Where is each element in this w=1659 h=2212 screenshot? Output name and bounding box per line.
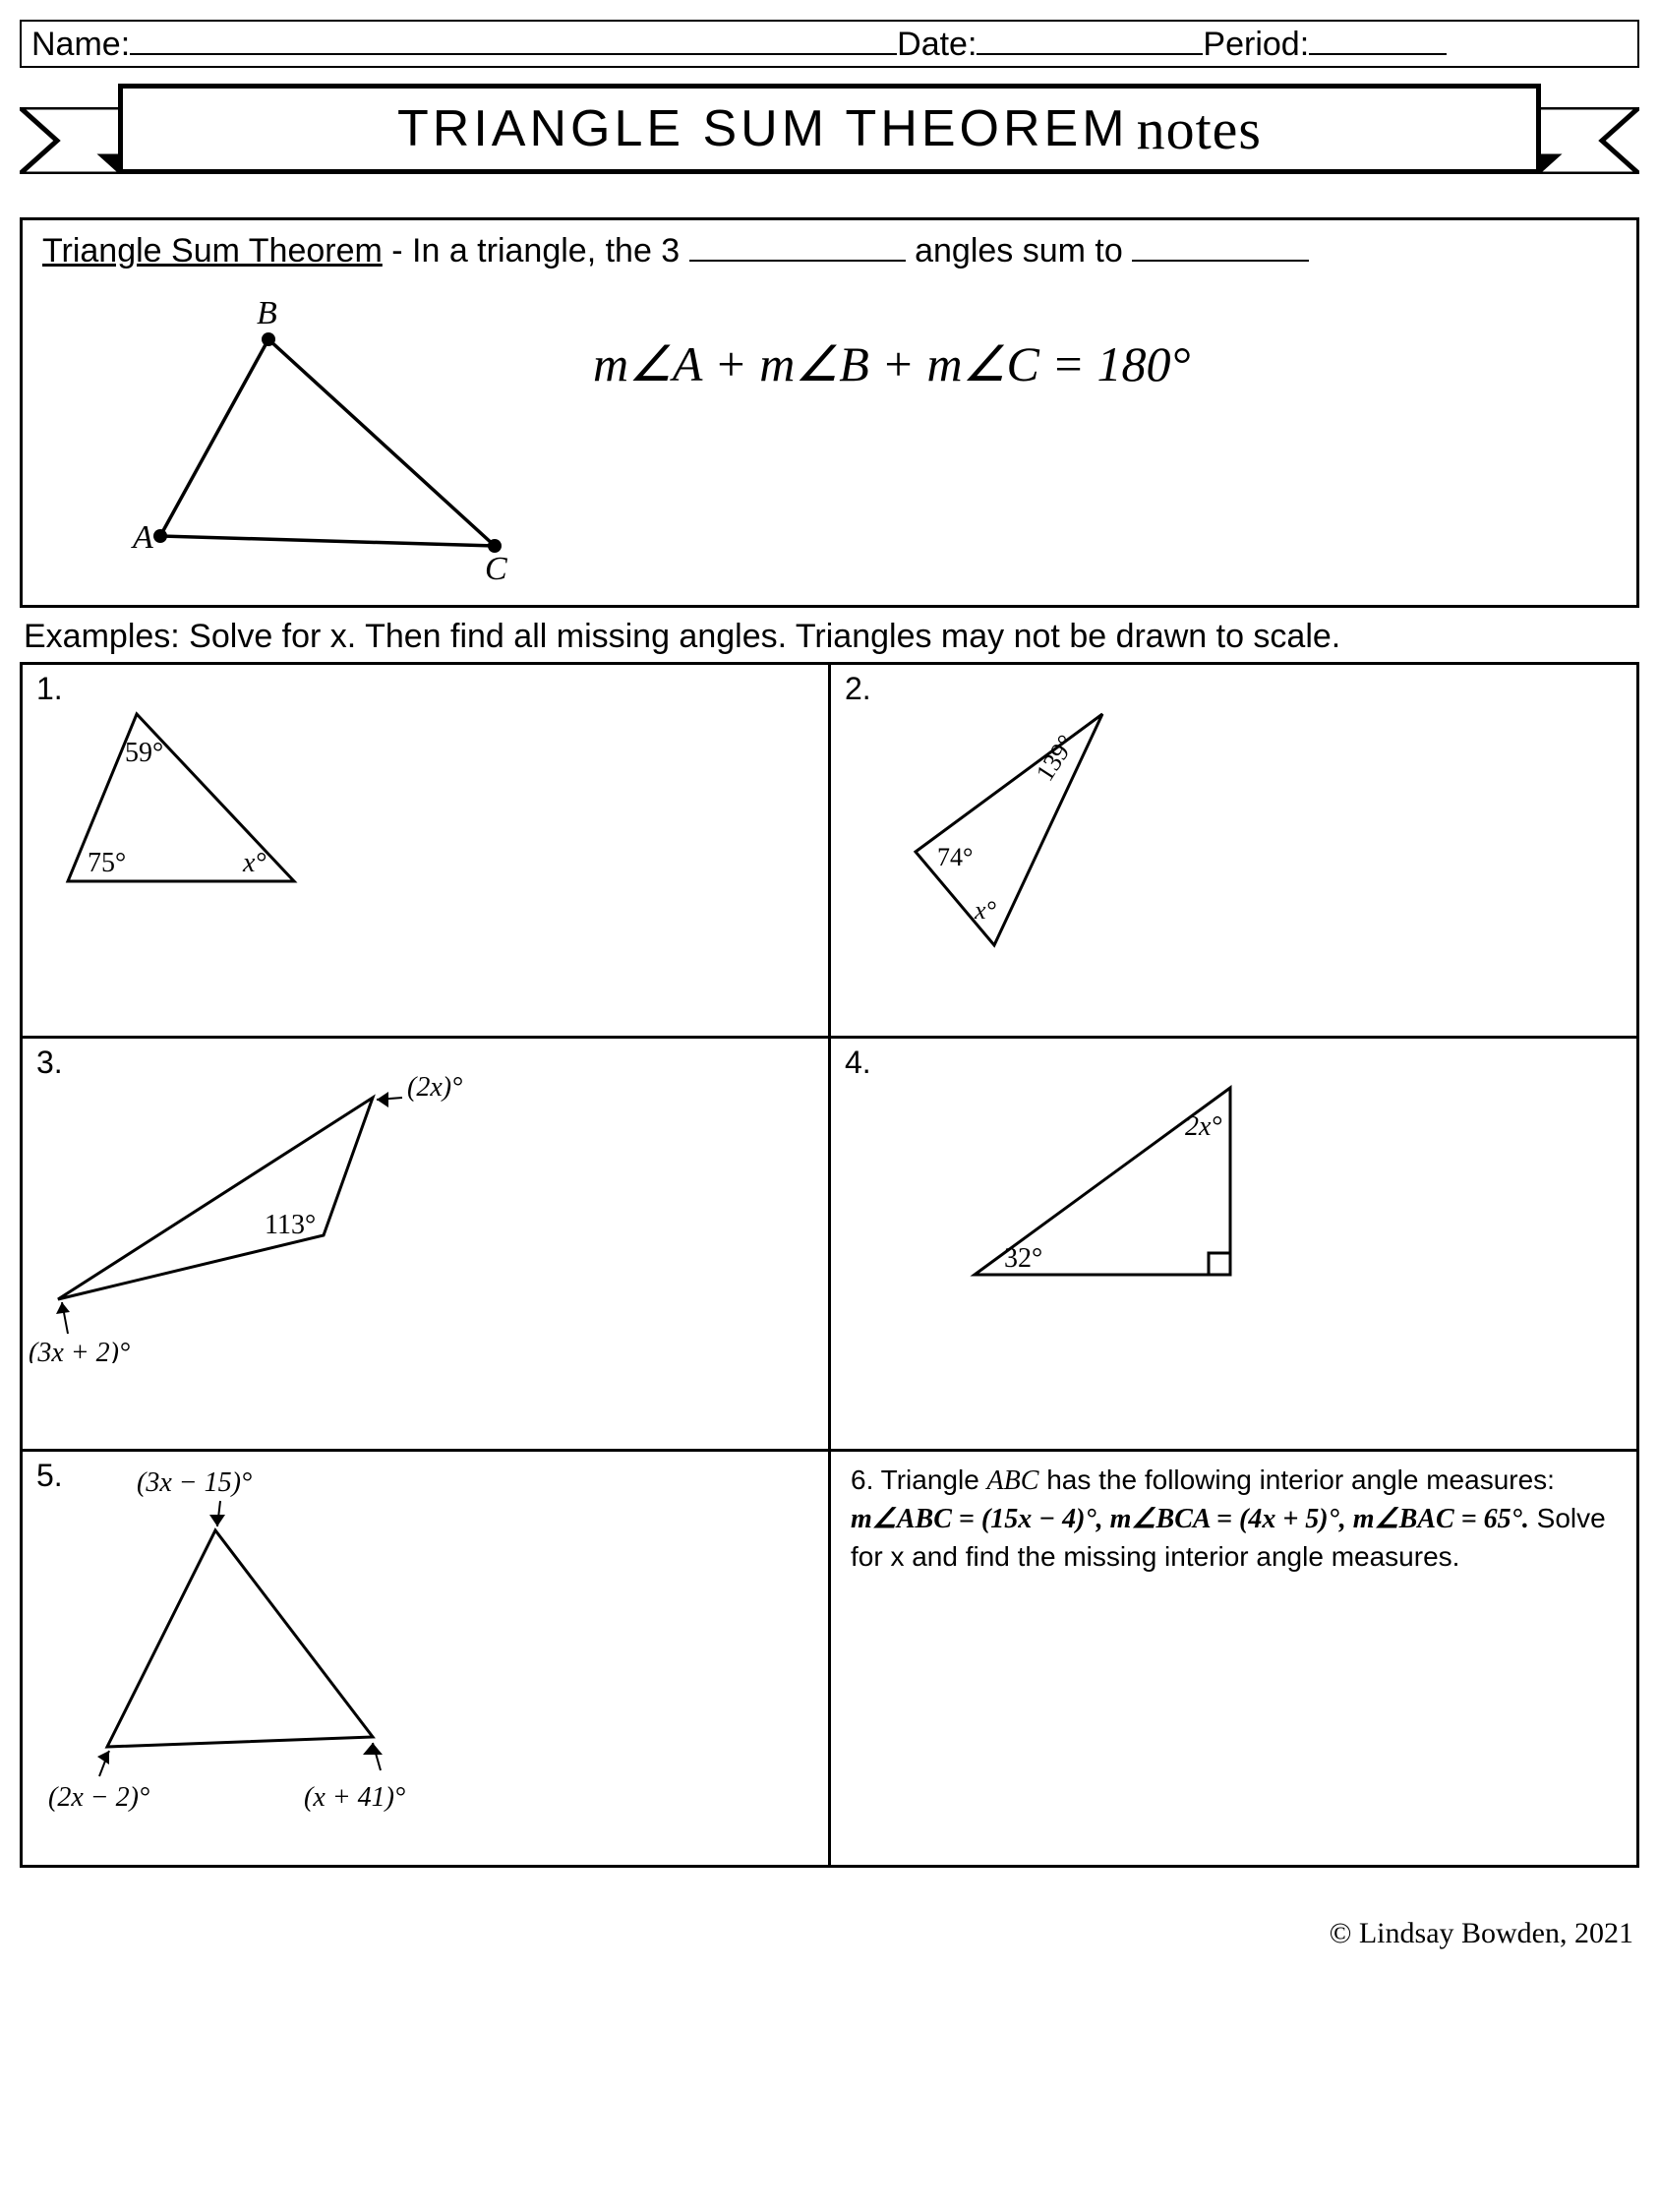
problem-6-text: 6. Triangle ABC has the following interi… <box>847 1462 1621 1575</box>
period-label: Period: <box>1203 26 1309 64</box>
vertex-b-label: B <box>257 295 277 331</box>
theorem-statement: Triangle Sum Theorem - In a triangle, th… <box>42 232 1617 270</box>
banner-title: TRIANGLE SUM THEOREM notes <box>118 84 1541 174</box>
problem-5-triangle-icon: (3x − 15)° (2x − 2)° (x + 41)° <box>48 1462 461 1816</box>
theorem-text-before: - In a triangle, the 3 <box>383 232 689 269</box>
name-blank[interactable] <box>130 30 897 55</box>
angle-label: 113° <box>265 1210 316 1240</box>
angle-label: x° <box>242 848 267 878</box>
problem-number: 4. <box>845 1045 871 1081</box>
problem-1-triangle-icon: 59° 75° x° <box>48 685 324 901</box>
problem-6: 6. Triangle ABC has the following interi… <box>831 1452 1636 1865</box>
name-label: Name: <box>31 26 130 64</box>
date-label: Date: <box>897 26 977 64</box>
date-blank[interactable] <box>977 30 1203 55</box>
theorem-text-mid: angles sum to <box>906 232 1133 269</box>
problem-number: 3. <box>36 1045 63 1081</box>
angle-label: 32° <box>1004 1243 1042 1274</box>
problem-3-triangle-icon: 113° (2x)° (3x + 2)° <box>29 1058 491 1363</box>
p6-after: has the following interior angle measure… <box>1038 1465 1555 1495</box>
angle-label: (3x − 15)° <box>137 1467 252 1498</box>
angle-label: (x + 41)° <box>304 1782 405 1813</box>
banner-title-script: notes <box>1137 96 1262 162</box>
copyright-footer: © Lindsay Bowden, 2021 <box>20 1917 1639 1950</box>
angle-label: x° <box>974 896 996 925</box>
angle-label: 74° <box>937 843 973 871</box>
banner-title-main: TRIANGLE SUM THEOREM <box>397 99 1129 158</box>
period-blank[interactable] <box>1309 30 1447 55</box>
angle-label: 75° <box>88 848 126 878</box>
theorem-triangle-icon: A B C <box>42 280 554 585</box>
vertex-a-label: A <box>131 519 153 556</box>
theorem-formula: m∠A + m∠B + m∠C = 180° <box>593 335 1617 530</box>
problem-5: 5. (3x − 15)° (2x − 2)° (x + 41)° <box>23 1452 831 1865</box>
problem-2-triangle-icon: 74° 139° x° <box>876 685 1171 980</box>
problems-grid: 1. 59° 75° x° 2. 74° 139° x° <box>20 662 1639 1868</box>
problem-4-triangle-icon: 32° 2x° <box>955 1058 1289 1314</box>
worksheet-page: Name: Date: Period: TRIANGLE SUM THEOREM… <box>20 20 1639 1950</box>
p6-lead: Triangle <box>881 1465 987 1495</box>
theorem-title: Triangle Sum Theorem <box>42 232 383 269</box>
header-fields: Name: Date: Period: <box>20 20 1639 68</box>
problem-3: 3. 113° (2x)° (3x + 2)° <box>23 1039 831 1452</box>
title-banner: TRIANGLE SUM THEOREM notes <box>20 84 1639 192</box>
p6-equation: m∠ABC = (15x − 4)°, m∠BCA = (4x + 5)°, m… <box>851 1504 1529 1534</box>
problem-number: 5. <box>36 1458 63 1494</box>
p6-num: 6. <box>851 1465 873 1495</box>
problem-2: 2. 74° 139° x° <box>831 665 1636 1039</box>
theorem-box: Triangle Sum Theorem - In a triangle, th… <box>20 217 1639 608</box>
angle-label: 2x° <box>1185 1111 1222 1142</box>
p6-triname: ABC <box>987 1465 1039 1496</box>
problem-4: 4. 32° 2x° <box>831 1039 1636 1452</box>
problem-number: 2. <box>845 671 871 707</box>
angle-label: (2x)° <box>407 1072 462 1103</box>
problem-1: 1. 59° 75° x° <box>23 665 831 1039</box>
examples-instructions: Examples: Solve for x. Then find all mis… <box>24 618 1639 656</box>
theorem-blank-1[interactable] <box>689 238 906 262</box>
problem-number: 1. <box>36 671 63 707</box>
angle-label: (3x + 2)° <box>29 1338 130 1363</box>
theorem-blank-2[interactable] <box>1132 238 1309 262</box>
angle-label: 59° <box>125 738 163 768</box>
vertex-c-label: C <box>485 551 507 585</box>
angle-label: (2x − 2)° <box>48 1782 149 1813</box>
